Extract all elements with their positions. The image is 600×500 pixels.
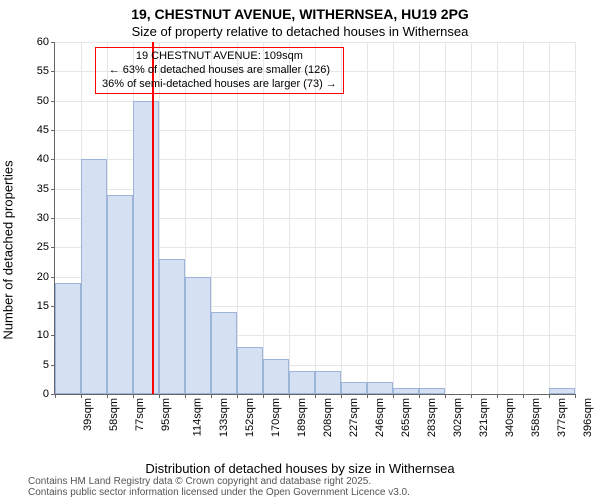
- y-tick-label: 50: [37, 95, 55, 107]
- grid-line-v: [237, 42, 238, 394]
- grid-line-v: [341, 42, 342, 394]
- y-tick-label: 40: [37, 153, 55, 165]
- y-tick-label: 45: [37, 124, 55, 136]
- histogram-bar: [185, 277, 211, 394]
- grid-line-v: [263, 42, 264, 394]
- x-tick-mark: [419, 394, 420, 398]
- footer-line: Contains HM Land Registry data © Crown c…: [28, 476, 410, 487]
- chart-container: 19, CHESTNUT AVENUE, WITHERNSEA, HU19 2P…: [0, 0, 600, 500]
- x-tick-label: 133sqm: [218, 398, 230, 437]
- property-marker-line: [152, 42, 154, 394]
- x-tick-label: 39sqm: [82, 398, 94, 431]
- y-tick-label: 10: [37, 329, 55, 341]
- x-tick-label: 152sqm: [244, 398, 256, 437]
- grid-line-v: [523, 42, 524, 394]
- x-tick-mark: [237, 394, 238, 398]
- y-tick-label: 35: [37, 183, 55, 195]
- x-tick-label: 227sqm: [348, 398, 360, 437]
- x-tick-mark: [341, 394, 342, 398]
- x-tick-label: 208sqm: [322, 398, 334, 437]
- histogram-bar: [315, 371, 341, 394]
- histogram-bar: [289, 371, 315, 394]
- x-tick-mark: [315, 394, 316, 398]
- x-tick-mark: [575, 394, 576, 398]
- y-tick-label: 15: [37, 300, 55, 312]
- histogram-bar: [159, 259, 185, 394]
- histogram-bar: [367, 382, 393, 394]
- x-axis-label: Distribution of detached houses by size …: [0, 461, 600, 476]
- grid-line-v: [419, 42, 420, 394]
- x-tick-label: 77sqm: [134, 398, 146, 431]
- x-tick-mark: [549, 394, 550, 398]
- histogram-bar: [341, 382, 367, 394]
- histogram-bar: [419, 388, 445, 394]
- annotation-line: 19 CHESTNUT AVENUE: 109sqm: [102, 50, 337, 64]
- histogram-bar: [211, 312, 237, 394]
- x-tick-label: 340sqm: [504, 398, 516, 437]
- grid-line-v: [575, 42, 576, 394]
- annotation-line: 36% of semi-detached houses are larger (…: [102, 78, 337, 92]
- histogram-bar: [263, 359, 289, 394]
- x-tick-label: 114sqm: [191, 398, 203, 436]
- annotation-line: ← 63% of detached houses are smaller (12…: [102, 64, 337, 78]
- x-tick-label: 170sqm: [270, 398, 282, 437]
- histogram-bar: [55, 283, 81, 394]
- footer-line: Contains public sector information licen…: [28, 487, 410, 498]
- y-tick-label: 30: [37, 212, 55, 224]
- x-tick-mark: [81, 394, 82, 398]
- x-tick-mark: [445, 394, 446, 398]
- y-tick-label: 5: [43, 359, 55, 371]
- x-tick-label: 265sqm: [400, 398, 412, 437]
- footer-attribution: Contains HM Land Registry data © Crown c…: [28, 476, 410, 498]
- x-tick-label: 58sqm: [108, 398, 120, 431]
- chart-title: 19, CHESTNUT AVENUE, WITHERNSEA, HU19 2P…: [0, 6, 600, 22]
- x-tick-mark: [107, 394, 108, 398]
- y-axis-label: Number of detached properties: [1, 100, 16, 400]
- x-tick-label: 302sqm: [452, 398, 464, 437]
- histogram-bar: [133, 101, 159, 394]
- x-tick-label: 321sqm: [478, 398, 490, 437]
- grid-line-v: [471, 42, 472, 394]
- grid-line-v: [367, 42, 368, 394]
- grid-line-v: [549, 42, 550, 394]
- x-tick-mark: [133, 394, 134, 398]
- x-tick-mark: [497, 394, 498, 398]
- plot-area: 05101520253035404550556039sqm58sqm77sqm9…: [54, 42, 575, 395]
- grid-line-v: [497, 42, 498, 394]
- marker-annotation: 19 CHESTNUT AVENUE: 109sqm ← 63% of deta…: [95, 47, 344, 94]
- x-tick-label: 377sqm: [556, 398, 568, 437]
- x-tick-mark: [263, 394, 264, 398]
- y-tick-label: 25: [37, 241, 55, 253]
- x-tick-mark: [55, 394, 56, 398]
- x-tick-mark: [211, 394, 212, 398]
- histogram-bar: [549, 388, 575, 394]
- x-tick-label: 396sqm: [582, 398, 594, 437]
- x-tick-mark: [393, 394, 394, 398]
- histogram-bar: [81, 159, 107, 394]
- x-tick-label: 358sqm: [530, 398, 542, 437]
- histogram-bar: [237, 347, 263, 394]
- x-tick-mark: [523, 394, 524, 398]
- x-tick-mark: [289, 394, 290, 398]
- y-tick-label: 55: [37, 65, 55, 77]
- histogram-bar: [107, 195, 133, 394]
- grid-line-v: [445, 42, 446, 394]
- x-tick-mark: [159, 394, 160, 398]
- grid-line-v: [393, 42, 394, 394]
- grid-line-v: [289, 42, 290, 394]
- x-tick-mark: [471, 394, 472, 398]
- x-tick-mark: [367, 394, 368, 398]
- x-tick-label: 283sqm: [426, 398, 438, 437]
- x-tick-label: 246sqm: [374, 398, 386, 437]
- y-tick-label: 60: [37, 36, 55, 48]
- x-tick-mark: [185, 394, 186, 398]
- x-tick-label: 189sqm: [296, 398, 308, 437]
- histogram-bar: [393, 388, 419, 394]
- y-tick-label: 20: [37, 271, 55, 283]
- y-tick-label: 0: [43, 388, 55, 400]
- grid-line-v: [315, 42, 316, 394]
- x-tick-label: 95sqm: [160, 398, 172, 431]
- chart-subtitle: Size of property relative to detached ho…: [0, 24, 600, 39]
